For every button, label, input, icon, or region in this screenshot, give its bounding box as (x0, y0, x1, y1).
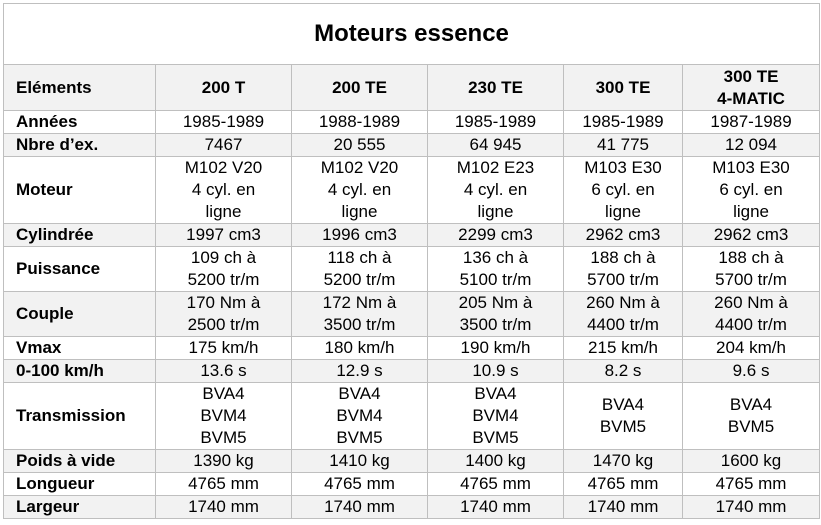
table-cell: 1470 kg (563, 449, 683, 473)
table-row: Cylindrée 1997 cm3 1996 cm3 2299 cm3 2962 cm… (3, 223, 821, 247)
table-cell: 175 km/h (155, 336, 292, 360)
table-row: Couple 170 Nm à 2500 tr/m 172 Nm à 3500 tr… (3, 291, 821, 337)
table-cell: 260 Nm à 4400 tr/m (681, 291, 821, 337)
row-label: Puissance (3, 246, 156, 292)
row-label: Cylindrée (3, 223, 156, 247)
table-cell: 64 945 (427, 133, 564, 157)
row-label: Transmission (3, 382, 156, 450)
table-cell: 4765 mm (681, 472, 821, 496)
table-cell: 1996 cm3 (291, 223, 428, 247)
table-cell: BVA4 BVM4 BVM5 (155, 382, 292, 450)
row-label: Couple (3, 291, 156, 337)
table-cell: M102 V20 4 cyl. en ligne (155, 156, 292, 224)
table-cell: M102 E23 4 cyl. en ligne (427, 156, 564, 224)
table-cell: M103 E30 6 cyl. en ligne (563, 156, 683, 224)
row-label: Vmax (3, 336, 156, 360)
table-cell: 2962 cm3 (563, 223, 683, 247)
table-row: Poids à vide 1390 kg 1410 kg 1400 kg 1470 kg… (3, 449, 821, 473)
table-cell: 4765 mm (427, 472, 564, 496)
row-label: Moteur (3, 156, 156, 224)
table-cell: 109 ch à 5200 tr/m (155, 246, 292, 292)
row-label: Années (3, 110, 156, 134)
column-header: 300 TE (563, 64, 683, 111)
table-cell: 205 Nm à 3500 tr/m (427, 291, 564, 337)
table-cell: 172 Nm à 3500 tr/m (291, 291, 428, 337)
table-row: Années 1985-1989 1988-1989 1985-1989 1985-19… (3, 110, 821, 134)
table-row: Largeur 1740 mm 1740 mm 1740 mm 1740 mm 1740 … (3, 495, 821, 519)
table-cell: 1600 kg (681, 449, 821, 473)
table-cell: 4765 mm (291, 472, 428, 496)
table-cell: BVA4 BVM4 BVM5 (291, 382, 428, 450)
table-cell: 1985-1989 (155, 110, 292, 134)
table-cell: 1410 kg (291, 449, 428, 473)
table-cell: M102 V20 4 cyl. en ligne (291, 156, 428, 224)
table-cell: 1997 cm3 (155, 223, 292, 247)
table-cell: 1985-1989 (427, 110, 564, 134)
table-cell: 1390 kg (155, 449, 292, 473)
table-cell: 2962 cm3 (681, 223, 821, 247)
engine-spec-table: Moteurs essence Eléments 200 T 200 TE 23… (2, 3, 821, 519)
row-label: Nbre d’ex. (3, 133, 156, 157)
table-cell: 8.2 s (563, 359, 683, 383)
table-row: Transmission BVA4 BVM4 BVM5 BVA4 BVM4 BVM5… (3, 382, 821, 450)
table-cell: 13.6 s (155, 359, 292, 383)
column-header: 200 T (155, 64, 292, 111)
header-row: Eléments 200 T 200 TE 230 TE 300 TE 300 … (3, 64, 821, 111)
column-header: 200 TE (291, 64, 428, 111)
column-header: 300 TE 4-MATIC (681, 64, 821, 111)
table-cell: 7467 (155, 133, 292, 157)
table-cell: BVA4 BVM5 (563, 382, 683, 450)
column-header: 230 TE (427, 64, 564, 111)
table-cell: 1740 mm (563, 495, 683, 519)
row-label: Poids à vide (3, 449, 156, 473)
table-cell: M103 E30 6 cyl. en ligne (681, 156, 821, 224)
table-cell: 10.9 s (427, 359, 564, 383)
table-cell: 204 km/h (681, 336, 821, 360)
table-row: Longueur 4765 mm 4765 mm 4765 mm 4765 mm 4765… (3, 472, 821, 496)
table-cell: 20 555 (291, 133, 428, 157)
table-cell: 180 km/h (291, 336, 428, 360)
table-cell: 4765 mm (155, 472, 292, 496)
table-row: Nbre d’ex. 7467 20 555 64 945 41 775 12 094 (3, 133, 821, 157)
table-cell: BVA4 BVM5 (681, 382, 821, 450)
table-cell: 41 775 (563, 133, 683, 157)
table-cell: 1988-1989 (291, 110, 428, 134)
table-cell: 1985-1989 (563, 110, 683, 134)
table-row: Moteur M102 V20 4 cyl. en ligne M102 V20 4… (3, 156, 821, 224)
table-cell: 118 ch à 5200 tr/m (291, 246, 428, 292)
table-cell: BVA4 BVM4 BVM5 (427, 382, 564, 450)
table-cell: 1740 mm (155, 495, 292, 519)
table-cell: 260 Nm à 4400 tr/m (563, 291, 683, 337)
row-label: 0-100 km/h (3, 359, 156, 383)
row-label: Longueur (3, 472, 156, 496)
table-cell: 1400 kg (427, 449, 564, 473)
row-label: Largeur (3, 495, 156, 519)
table-cell: 4765 mm (563, 472, 683, 496)
table-cell: 188 ch à 5700 tr/m (563, 246, 683, 292)
table-row: Vmax 175 km/h 180 km/h 190 km/h 215 km/h 204 … (3, 336, 821, 360)
table-row: 0-100 km/h 13.6 s 12.9 s 10.9 s 8.2 s 9.6 s (3, 359, 821, 383)
table-cell: 1987-1989 (681, 110, 821, 134)
column-header: Eléments (3, 64, 156, 111)
table-row: Puissance 109 ch à 5200 tr/m 118 ch à 5200… (3, 246, 821, 292)
table-cell: 170 Nm à 2500 tr/m (155, 291, 292, 337)
table-cell: 188 ch à 5700 tr/m (681, 246, 821, 292)
table-cell: 136 ch à 5100 tr/m (427, 246, 564, 292)
table-cell: 1740 mm (681, 495, 821, 519)
table-cell: 12 094 (681, 133, 821, 157)
table-cell: 12.9 s (291, 359, 428, 383)
table-cell: 1740 mm (291, 495, 428, 519)
table-cell: 9.6 s (681, 359, 821, 383)
table-title: Moteurs essence (2, 3, 821, 65)
table-cell: 1740 mm (427, 495, 564, 519)
table-cell: 190 km/h (427, 336, 564, 360)
table-cell: 215 km/h (563, 336, 683, 360)
table-cell: 2299 cm3 (427, 223, 564, 247)
